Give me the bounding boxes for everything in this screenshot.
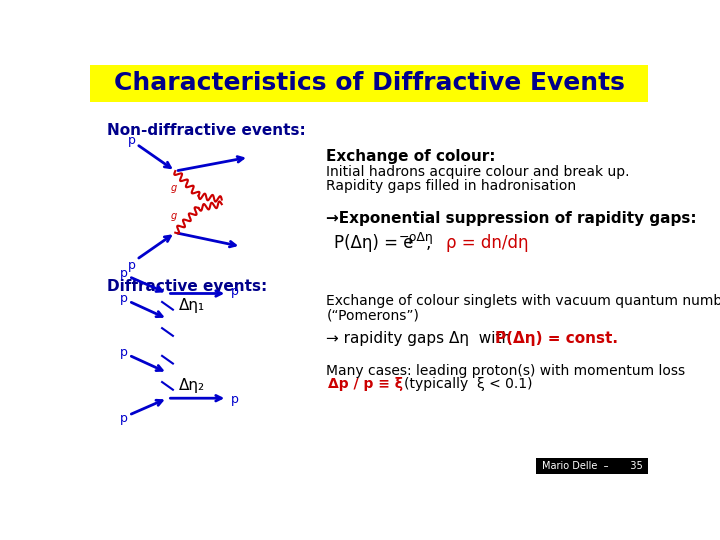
Text: ,: , bbox=[426, 234, 431, 252]
Text: → rapidity gaps Δη  with: → rapidity gaps Δη with bbox=[326, 331, 516, 346]
Text: p: p bbox=[120, 346, 127, 359]
Text: Rapidity gaps filled in hadronisation: Rapidity gaps filled in hadronisation bbox=[326, 179, 577, 193]
Text: Δη₁: Δη₁ bbox=[179, 298, 205, 313]
Text: p: p bbox=[120, 411, 127, 425]
Text: (typically  ξ < 0.1): (typically ξ < 0.1) bbox=[404, 377, 532, 392]
Text: Δη₂: Δη₂ bbox=[179, 379, 205, 394]
Text: p: p bbox=[231, 393, 239, 406]
FancyBboxPatch shape bbox=[536, 457, 648, 475]
Text: Δp / p ≡ ξ: Δp / p ≡ ξ bbox=[328, 377, 403, 392]
Text: p: p bbox=[120, 267, 127, 280]
Text: g: g bbox=[171, 211, 177, 221]
Text: (“Pomerons”): (“Pomerons”) bbox=[326, 308, 419, 322]
Text: Diffractive events:: Diffractive events: bbox=[107, 279, 267, 294]
FancyBboxPatch shape bbox=[90, 65, 648, 102]
Text: Exchange of colour singlets with vacuum quantum numbers: Exchange of colour singlets with vacuum … bbox=[326, 294, 720, 308]
Text: Exchange of colour:: Exchange of colour: bbox=[326, 150, 496, 165]
Text: g: g bbox=[171, 183, 177, 193]
Text: Initial hadrons acquire colour and break up.: Initial hadrons acquire colour and break… bbox=[326, 165, 630, 179]
Text: Non-diffractive events:: Non-diffractive events: bbox=[107, 123, 306, 138]
Text: →Exponential suppression of rapidity gaps:: →Exponential suppression of rapidity gap… bbox=[326, 211, 697, 226]
Text: Many cases: leading proton(s) with momentum loss: Many cases: leading proton(s) with momen… bbox=[326, 363, 690, 377]
Text: p: p bbox=[120, 292, 127, 305]
Text: P(Δη) = e: P(Δη) = e bbox=[334, 234, 413, 252]
Text: p: p bbox=[128, 134, 136, 147]
Text: p: p bbox=[231, 286, 239, 299]
Text: −ρΔη: −ρΔη bbox=[398, 231, 433, 244]
Text: Characteristics of Diffractive Events: Characteristics of Diffractive Events bbox=[114, 71, 624, 95]
Text: ρ = dn/dη: ρ = dn/dη bbox=[446, 234, 529, 252]
Text: P(Δη) = const.: P(Δη) = const. bbox=[495, 331, 618, 346]
Text: p: p bbox=[128, 259, 136, 272]
Text: Mario Delle  –       35: Mario Delle – 35 bbox=[542, 461, 642, 471]
